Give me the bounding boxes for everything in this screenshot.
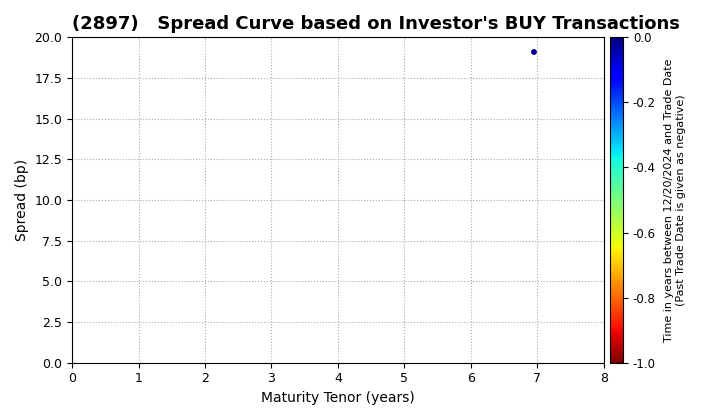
Y-axis label: Spread (bp): Spread (bp): [15, 159, 29, 241]
Y-axis label: Time in years between 12/20/2024 and Trade Date
(Past Trade Date is given as neg: Time in years between 12/20/2024 and Tra…: [664, 58, 685, 342]
X-axis label: Maturity Tenor (years): Maturity Tenor (years): [261, 391, 415, 405]
Text: (2897)   Spread Curve based on Investor's BUY Transactions: (2897) Spread Curve based on Investor's …: [72, 15, 680, 33]
Point: [528, 49, 540, 55]
